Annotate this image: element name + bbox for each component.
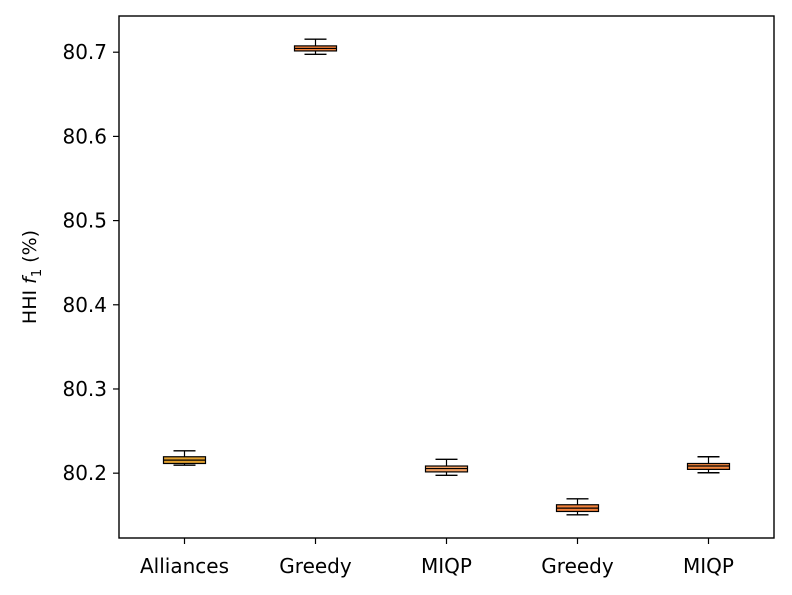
x-tick-label: MIQP — [683, 554, 734, 578]
box-5 — [686, 456, 731, 474]
boxes-layer — [162, 38, 731, 516]
x-tick-label: Greedy — [279, 554, 352, 578]
x-tick-label: Greedy — [541, 554, 614, 578]
y-tick-label: 80.4 — [62, 293, 107, 317]
x-tick-label: MIQP — [421, 554, 472, 578]
y-tick-label: 80.3 — [62, 377, 107, 401]
y-tick-label: 80.6 — [62, 124, 107, 148]
box-3 — [424, 458, 469, 476]
y-tick-label: 80.5 — [62, 209, 107, 233]
y-axis-label: HHI f1 (%) — [19, 230, 45, 324]
x-tick-label: Alliances — [140, 554, 229, 578]
x-axis-ticks: Alliances Greedy MIQP Greedy MIQP — [140, 538, 734, 578]
y-axis-ticks: 80.2 80.3 80.4 80.5 80.6 80.7 — [62, 40, 119, 485]
y-tick-label: 80.7 — [62, 40, 107, 64]
box-2 — [293, 38, 338, 56]
plot-frame — [118, 15, 775, 539]
box-4 — [555, 498, 600, 516]
box-1 — [162, 450, 207, 466]
y-tick-label: 80.2 — [62, 461, 107, 485]
